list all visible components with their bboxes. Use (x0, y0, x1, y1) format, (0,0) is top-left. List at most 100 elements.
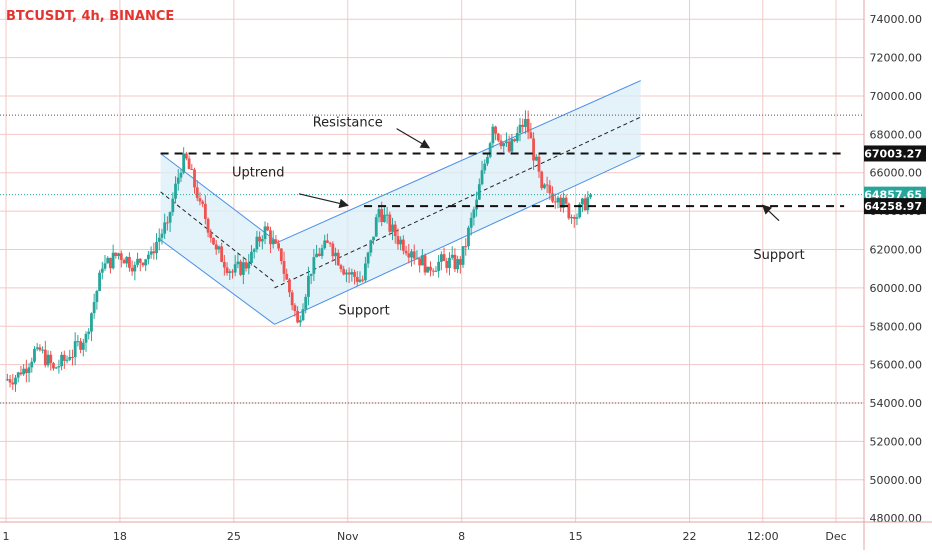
time-tick-label: 15 (569, 530, 583, 543)
symbol-title: BTCUSDT, 4h, BINANCE (6, 9, 175, 24)
candle-body (483, 163, 487, 171)
candle-body (217, 246, 221, 250)
candle-body (30, 361, 34, 368)
candle-body (201, 201, 205, 204)
candle-body (160, 233, 164, 238)
candle-body (114, 252, 118, 256)
candle-body (252, 249, 256, 252)
candle-body (92, 302, 96, 314)
candle-body (133, 264, 137, 272)
candle-body (334, 252, 337, 257)
candle-body (345, 272, 348, 275)
candle-body (65, 359, 69, 361)
price-tick-label: 48000.00 (870, 512, 923, 525)
candle-body (556, 197, 560, 203)
price-tick-label: 62000.00 (870, 243, 923, 256)
candle-body (233, 264, 237, 273)
candle-body (103, 263, 107, 269)
annotation-label: Resistance (313, 116, 383, 131)
time-tick-label: Dec (825, 530, 846, 543)
candle-body (236, 261, 240, 265)
candle-body (241, 262, 245, 275)
candle-body (195, 187, 199, 199)
candle-body (426, 266, 430, 273)
channel-overlays (160, 80, 641, 325)
price-axis[interactable]: 48000.00 50000.00 52000.00 54000.00 56000.00… (863, 0, 926, 550)
candle-body (461, 246, 465, 265)
candle-body (206, 218, 210, 233)
candle-body (290, 292, 294, 306)
candle-body (434, 270, 438, 272)
candle-body (165, 222, 169, 224)
candle-body (296, 310, 299, 323)
time-tick-label: Nov (337, 530, 359, 543)
candle-body (285, 273, 289, 280)
candle-body (168, 212, 172, 223)
candle-body (458, 259, 462, 265)
annotation-label: Support (338, 304, 389, 319)
candle-body (583, 198, 587, 211)
candle-body (52, 363, 55, 369)
price-tick-label: 68000.00 (870, 128, 923, 141)
candle-body (353, 272, 356, 277)
candle-body (250, 251, 253, 263)
time-tick-label: 1 (3, 530, 10, 543)
candle-body (350, 272, 354, 275)
candle-body (293, 305, 297, 311)
candle-body (529, 132, 533, 139)
candle-body (282, 261, 286, 274)
candle-body (540, 171, 544, 189)
candle-body (288, 279, 291, 293)
channel-lower-line (160, 239, 275, 325)
candle-body (155, 241, 158, 254)
candle-body (586, 197, 590, 211)
candle-body (269, 230, 272, 245)
candle-body (363, 263, 367, 281)
candle-body (331, 243, 335, 257)
annotations: Resistance Uptrend Support Support (232, 116, 805, 319)
time-axis[interactable]: 1 18 25 Nov 8 15 22 12:00 Dec (0, 521, 932, 543)
candle-body (301, 309, 305, 321)
candle-body (564, 197, 568, 204)
candle-body (271, 239, 275, 245)
candle-body (19, 372, 23, 375)
candle-body (54, 367, 58, 369)
candle-body (570, 217, 573, 219)
time-tick-label: 22 (683, 530, 697, 543)
candle-body (472, 209, 476, 218)
candle-body (326, 240, 329, 243)
candle-body (279, 248, 283, 261)
candle-body (144, 259, 148, 266)
candle-body (453, 254, 457, 270)
candle-body (176, 177, 180, 184)
candle-body (209, 232, 213, 238)
candle-body (358, 279, 362, 282)
candle-body (518, 124, 522, 133)
price-tick-label: 60000.00 (870, 282, 923, 295)
candle-body (71, 356, 74, 358)
level-lines (0, 114, 864, 404)
candle-body (24, 368, 28, 374)
candle-body (141, 262, 145, 266)
candle-body (128, 256, 131, 268)
candle-body (117, 253, 120, 256)
price-tick-label: 74000.00 (870, 13, 923, 26)
candle-body (548, 185, 552, 194)
candle-body (76, 341, 80, 343)
candle-body (136, 258, 139, 265)
candle-body (57, 366, 61, 368)
price-label-box (864, 145, 926, 162)
candle-body (572, 217, 576, 219)
price-tick-label: 56000.00 (870, 359, 923, 372)
candle-body (559, 197, 563, 208)
candle-body (98, 272, 101, 291)
candle-body (111, 252, 115, 269)
annotation-label: Support (753, 248, 804, 263)
candle-body (401, 239, 405, 251)
candle-body (361, 279, 365, 281)
candle-body (562, 197, 565, 208)
candle-body (109, 257, 112, 269)
price-label: 67003.27 (864, 147, 922, 160)
